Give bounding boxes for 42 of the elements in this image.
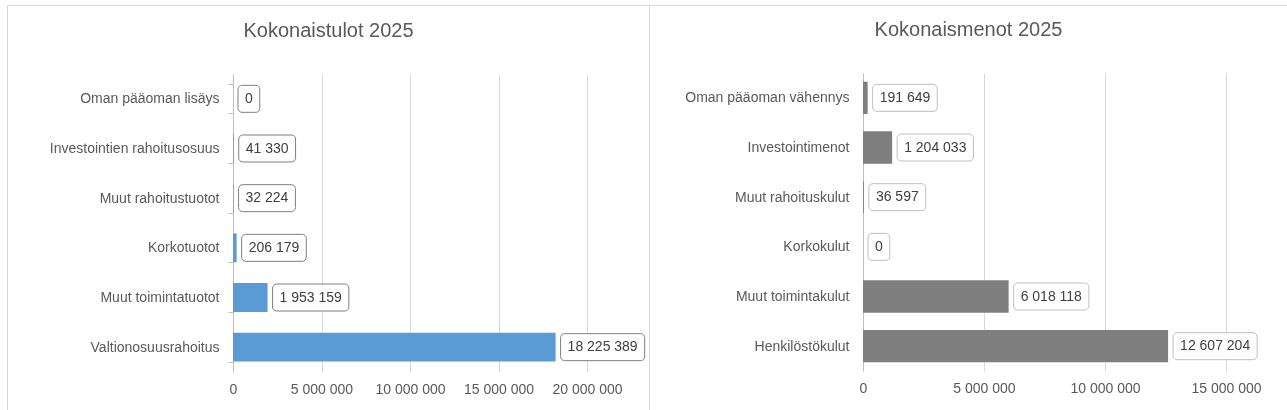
data-label: 41 330 [245,139,289,156]
data-label: 1 953 159 [279,288,343,305]
x-tick-label: 15 000 000 [1191,379,1262,396]
bar [233,233,237,263]
data-label: 36 597 [875,188,919,205]
y-tick-label: Muut rahoituskulut [735,188,850,205]
bar [233,332,556,362]
y-tick-label: Henkilöstökulut [754,337,850,354]
x-tick-label: 20 000 000 [552,380,623,397]
y-tick-label: Korkotuotot [147,239,220,256]
data-label: 191 649 [879,88,931,105]
y-tick-label: Muut toimintatuotot [100,289,220,305]
x-tick-label: 5 000 000 [953,379,1016,396]
y-tick-label: Korkokulut [783,238,850,255]
x-tick-label: 5 000 000 [290,380,354,397]
bar [863,81,868,114]
y-tick-label: Muut toimintakulut [735,288,850,304]
bar [233,283,268,312]
data-label: 18 225 389 [567,338,638,355]
x-tick-label: 15 000 000 [463,380,535,397]
y-tick-label: Oman pääoman lisäys [80,90,220,107]
y-tick-label: Valtionosuusrahoitus [90,338,220,355]
y-tick-label: Muut rahoitustuotot [99,189,220,206]
y-tick-label: Oman pääoman vähennys [685,89,850,106]
chart-title: Kokonaismenot 2025 [874,18,1063,40]
data-label: 0 [874,237,883,254]
x-tick-label: 10 000 000 [375,380,446,397]
bar [863,330,1169,363]
data-label: 206 179 [248,238,300,255]
bar [863,131,893,164]
bar [863,280,1009,313]
data-label: 32 224 [245,189,289,206]
x-tick-label: 10 000 000 [1070,379,1141,396]
y-tick-label: Investointimenot [747,139,850,155]
data-label: 12 607 204 [1180,337,1251,354]
chart-title: Kokonaistulot 2025 [243,19,414,41]
data-label: 6 018 118 [1020,287,1083,304]
x-tick-label: 0 [229,380,238,397]
x-tick-label: 0 [859,379,868,396]
y-tick-label: Investointien rahoitusosuus [49,140,220,156]
data-label: 1 204 033 [904,138,967,155]
data-label: 0 [244,89,253,106]
